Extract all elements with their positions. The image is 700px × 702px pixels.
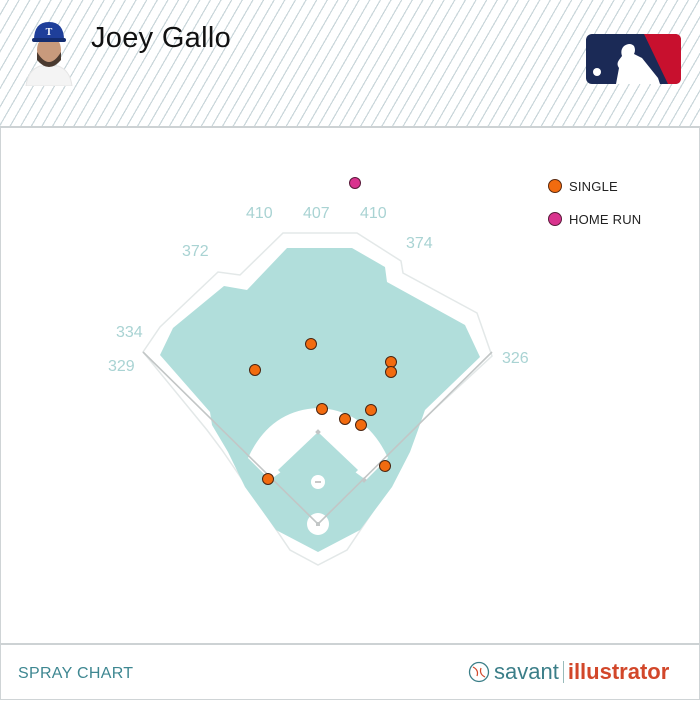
brand-divider bbox=[562, 661, 564, 683]
svg-text:407: 407 bbox=[303, 205, 330, 222]
single-point bbox=[385, 356, 397, 368]
svg-text:372: 372 bbox=[182, 243, 209, 260]
outfield-grass bbox=[160, 248, 480, 552]
player-avatar: T bbox=[22, 18, 76, 87]
svg-text:326: 326 bbox=[502, 350, 529, 367]
svg-text:410: 410 bbox=[246, 205, 273, 222]
single-point bbox=[249, 364, 261, 376]
mlb-logo bbox=[586, 34, 681, 89]
savant-illustrator-logo: savant illustrator bbox=[468, 659, 669, 685]
legend-item-single: SINGLE bbox=[548, 178, 641, 194]
svg-text:334: 334 bbox=[116, 324, 143, 341]
single-point bbox=[316, 403, 328, 415]
single-dot-icon bbox=[548, 179, 562, 193]
svg-text:374: 374 bbox=[406, 235, 433, 252]
single-point bbox=[365, 404, 377, 416]
svg-text:T: T bbox=[46, 27, 53, 38]
field-svg: 329 334 372 410 407 410 374 326 bbox=[108, 177, 529, 566]
player-name: Joey Gallo bbox=[91, 22, 232, 54]
legend-item-home-run: HOME RUN bbox=[548, 211, 641, 227]
single-point bbox=[339, 413, 351, 425]
single-point bbox=[379, 460, 391, 472]
single-point bbox=[305, 338, 317, 350]
infield-diamond bbox=[278, 432, 358, 510]
chart-type-label: SPRAY CHART bbox=[18, 665, 134, 682]
spray-chart: 329 334 372 410 407 410 374 326 SINGLE H… bbox=[0, 128, 700, 643]
legend: SINGLE HOME RUN bbox=[548, 178, 641, 244]
home-run-dot-icon bbox=[548, 212, 562, 226]
svg-text:410: 410 bbox=[360, 205, 387, 222]
svg-text:329: 329 bbox=[108, 358, 135, 375]
home-run-point bbox=[349, 177, 361, 189]
single-point bbox=[262, 473, 274, 485]
header: T Joey Gallo bbox=[0, 0, 700, 128]
footer: SPRAY CHART savant illustrator bbox=[0, 643, 700, 702]
single-point bbox=[355, 419, 367, 431]
single-point bbox=[385, 366, 397, 378]
data-points bbox=[249, 177, 397, 485]
baseball-icon bbox=[468, 661, 490, 683]
